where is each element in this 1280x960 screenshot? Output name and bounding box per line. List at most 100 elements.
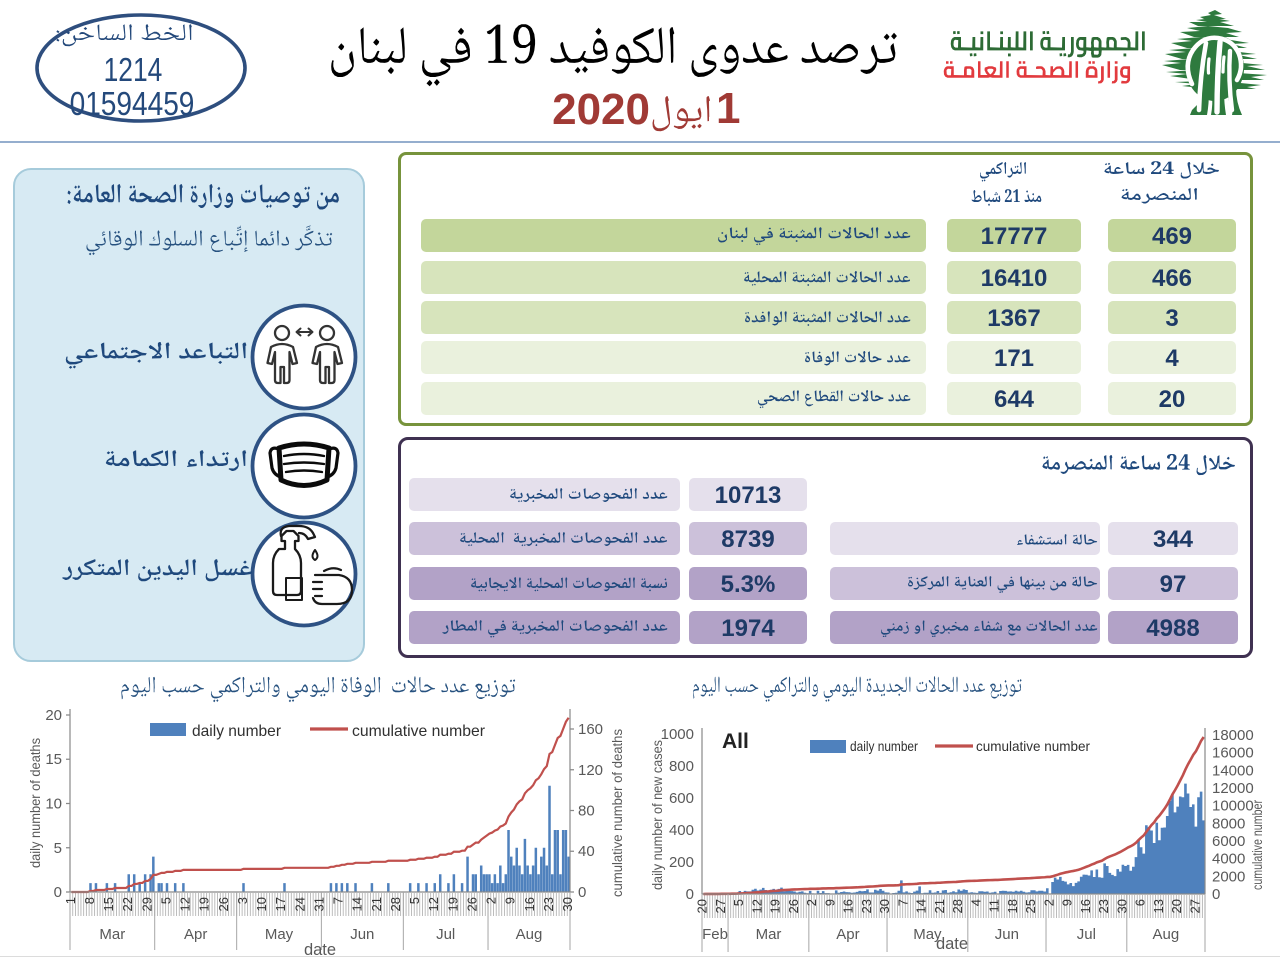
svg-text:29: 29	[139, 897, 154, 911]
svg-text:18000: 18000	[1212, 727, 1254, 744]
svg-text:14: 14	[914, 899, 929, 913]
svg-text:5: 5	[407, 897, 422, 904]
svg-text:daily number of deaths: daily number of deaths	[28, 738, 43, 868]
svg-text:19: 19	[768, 899, 783, 913]
svg-text:Jul: Jul	[436, 926, 455, 943]
svg-text:19: 19	[445, 897, 460, 911]
svg-text:15: 15	[101, 897, 116, 911]
svg-text:30: 30	[877, 899, 892, 913]
svg-text:0: 0	[54, 884, 62, 901]
svg-text:10000: 10000	[1212, 798, 1254, 815]
svg-text:7: 7	[895, 899, 910, 906]
svg-text:date: date	[936, 935, 968, 953]
svg-text:23: 23	[1096, 899, 1111, 913]
svg-text:12000: 12000	[1212, 780, 1254, 797]
svg-text:30: 30	[1114, 899, 1129, 913]
svg-text:10: 10	[45, 796, 62, 813]
svg-text:cumulative number: cumulative number	[1250, 800, 1265, 890]
svg-text:5: 5	[54, 840, 62, 857]
svg-text:Jun: Jun	[350, 926, 374, 943]
svg-text:400: 400	[669, 822, 694, 839]
svg-text:2: 2	[804, 899, 819, 906]
svg-text:Aug: Aug	[1153, 926, 1180, 943]
svg-text:12: 12	[178, 897, 193, 911]
svg-text:9: 9	[1060, 899, 1075, 906]
svg-text:120: 120	[578, 762, 603, 779]
svg-text:May: May	[265, 926, 294, 943]
svg-text:23: 23	[541, 897, 556, 911]
svg-text:28: 28	[388, 897, 403, 911]
svg-text:1: 1	[63, 897, 78, 904]
svg-text:40: 40	[578, 843, 595, 860]
svg-text:160: 160	[578, 721, 603, 738]
svg-text:5: 5	[731, 899, 746, 906]
svg-text:16000: 16000	[1212, 745, 1254, 762]
svg-text:21: 21	[369, 897, 384, 911]
svg-text:date: date	[304, 941, 336, 959]
svg-text:20: 20	[1169, 899, 1184, 913]
svg-text:8000: 8000	[1212, 815, 1245, 832]
svg-text:4: 4	[968, 899, 983, 906]
svg-text:6: 6	[1133, 899, 1148, 906]
svg-text:30: 30	[560, 897, 575, 911]
svg-text:9: 9	[822, 899, 837, 906]
svg-text:10: 10	[254, 897, 269, 911]
svg-text:26: 26	[216, 897, 231, 911]
svg-text:12: 12	[426, 897, 441, 911]
svg-text:7: 7	[331, 897, 346, 904]
svg-text:24: 24	[292, 897, 307, 911]
svg-text:16: 16	[841, 899, 856, 913]
svg-text:2: 2	[1041, 899, 1056, 906]
svg-text:Jul: Jul	[1077, 926, 1096, 943]
svg-text:2000: 2000	[1212, 868, 1245, 885]
svg-text:31: 31	[311, 897, 326, 911]
svg-text:21: 21	[932, 899, 947, 913]
svg-text:9: 9	[503, 897, 518, 904]
svg-text:14: 14	[350, 897, 365, 911]
svg-text:20: 20	[45, 707, 62, 724]
svg-text:0: 0	[686, 886, 694, 903]
svg-text:All: All	[722, 730, 749, 753]
svg-text:80: 80	[578, 803, 595, 820]
svg-text:4000: 4000	[1212, 851, 1245, 868]
svg-text:6000: 6000	[1212, 833, 1245, 850]
svg-text:12: 12	[749, 899, 764, 913]
svg-text:0: 0	[1212, 886, 1220, 903]
svg-text:20: 20	[695, 899, 710, 913]
svg-text:14000: 14000	[1212, 762, 1254, 779]
svg-text:Jun: Jun	[995, 926, 1019, 943]
svg-text:11: 11	[987, 899, 1002, 913]
svg-text:17: 17	[273, 897, 288, 911]
svg-text:22: 22	[120, 897, 135, 911]
svg-text:1000: 1000	[661, 726, 694, 743]
svg-text:daily number: daily number	[192, 723, 282, 740]
svg-text:Apr: Apr	[184, 926, 207, 943]
svg-text:0: 0	[578, 884, 586, 901]
svg-text:Feb: Feb	[702, 926, 728, 943]
svg-text:8: 8	[82, 897, 97, 904]
svg-text:13: 13	[1151, 899, 1166, 913]
svg-text:cumulative number: cumulative number	[976, 738, 1090, 754]
svg-text:27: 27	[1187, 899, 1202, 913]
svg-text:27: 27	[713, 899, 728, 913]
svg-text:16: 16	[1078, 899, 1093, 913]
svg-text:Mar: Mar	[99, 926, 125, 943]
svg-text:daily number: daily number	[850, 738, 918, 754]
svg-text:daily number of new cases: daily number of new cases	[650, 740, 665, 890]
svg-text:5: 5	[158, 897, 173, 904]
svg-text:19: 19	[197, 897, 212, 911]
svg-text:2: 2	[484, 897, 499, 904]
svg-text:23: 23	[859, 899, 874, 913]
svg-text:800: 800	[669, 758, 694, 775]
svg-text:Apr: Apr	[836, 926, 859, 943]
svg-text:16: 16	[522, 897, 537, 911]
svg-text:18: 18	[1005, 899, 1020, 913]
svg-text:Mar: Mar	[756, 926, 782, 943]
svg-text:26: 26	[786, 899, 801, 913]
svg-text:cumulative number of deaths: cumulative number of deaths	[610, 729, 625, 897]
svg-text:600: 600	[669, 790, 694, 807]
svg-text:3: 3	[235, 897, 250, 904]
svg-text:cumulative number: cumulative number	[352, 723, 486, 740]
svg-text:15: 15	[45, 751, 62, 768]
svg-text:25: 25	[1023, 899, 1038, 913]
